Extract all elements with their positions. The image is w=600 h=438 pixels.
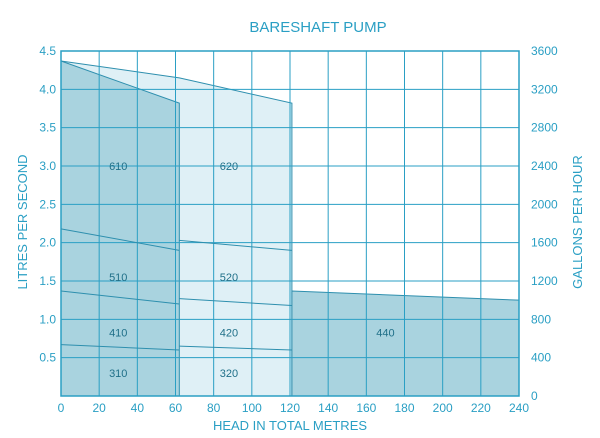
- y2-tick-label-400: 400: [531, 351, 551, 365]
- series-line-510-1: [179, 239, 292, 251]
- region-label-620: 620: [220, 161, 238, 173]
- tick-labels-layer: 0 20 40 60 80 100 120 140 160 180 200 220 240 0.5 1.0 1…: [39, 44, 558, 415]
- x-tick-label-240: 240: [509, 401, 529, 415]
- region-labels-layer: 610 620 510 520 410 420 310 320 440: [109, 161, 395, 380]
- x-tick-label-160: 160: [356, 401, 376, 415]
- y-tick-label-0.5: 0.5: [39, 351, 56, 365]
- series-line-510-0: [60, 228, 180, 251]
- x-tick-label-80: 80: [207, 401, 221, 415]
- chart-title: BARESHAFT PUMP: [249, 19, 386, 36]
- y2-tick-label-800: 800: [531, 312, 551, 326]
- region-label-410: 410: [109, 327, 127, 339]
- series-line-410-1: [179, 298, 292, 307]
- y-tick-label-2.0: 2.0: [39, 236, 56, 250]
- y2-tick-label-1200: 1200: [531, 274, 558, 288]
- x-tick-label-200: 200: [433, 401, 453, 415]
- x-tick-label-0: 0: [58, 401, 65, 415]
- y2-tick-label-1600: 1600: [531, 236, 558, 250]
- series-line-310-0: [60, 344, 180, 351]
- series-line-310-1: [179, 345, 292, 351]
- y-tick-label-2.5: 2.5: [39, 197, 56, 211]
- y2-tick-label-2000: 2000: [531, 197, 558, 211]
- x-tick-label-20: 20: [92, 401, 106, 415]
- x-axis-title: HEAD IN TOTAL METRES: [213, 418, 367, 433]
- bands-layer: [60, 60, 520, 397]
- x-tick-label-220: 220: [471, 401, 491, 415]
- region-label-610: 610: [109, 161, 127, 173]
- y2-axis-title: GALLONS PER HOUR: [570, 155, 585, 289]
- region-label-510: 510: [109, 272, 127, 284]
- x-tick-label-40: 40: [131, 401, 145, 415]
- y-tick-label-3.0: 3.0: [39, 159, 56, 173]
- series-lines-layer: [60, 228, 292, 351]
- x-tick-label-140: 140: [318, 401, 338, 415]
- y2-tick-label-0: 0: [531, 389, 538, 403]
- y-axis-title: LITRES PER SECOND: [15, 154, 30, 289]
- region-label-420: 420: [220, 327, 238, 339]
- region-label-320: 320: [220, 368, 238, 380]
- y2-tick-label-2400: 2400: [531, 159, 558, 173]
- series-line-410-0: [60, 290, 180, 305]
- y-tick-label-4.0: 4.0: [39, 82, 56, 96]
- region-label-440: 440: [376, 327, 394, 339]
- band-440: [291, 290, 520, 397]
- y2-tick-label-3600: 3600: [531, 44, 558, 58]
- grid-layer: [60, 50, 520, 397]
- y2-tick-label-2800: 2800: [531, 121, 558, 135]
- region-label-310: 310: [109, 368, 127, 380]
- x-tick-label-120: 120: [280, 401, 300, 415]
- x-tick-label-100: 100: [242, 401, 262, 415]
- y-tick-label-3.5: 3.5: [39, 121, 56, 135]
- x-tick-label-60: 60: [169, 401, 183, 415]
- plot-frame: [60, 50, 520, 397]
- y-tick-label-1.5: 1.5: [39, 274, 56, 288]
- y-tick-label-4.5: 4.5: [39, 44, 56, 58]
- y-tick-label-1.0: 1.0: [39, 312, 56, 326]
- region-label-520: 520: [220, 272, 238, 284]
- y2-tick-label-3200: 3200: [531, 82, 558, 96]
- x-tick-label-180: 180: [394, 401, 414, 415]
